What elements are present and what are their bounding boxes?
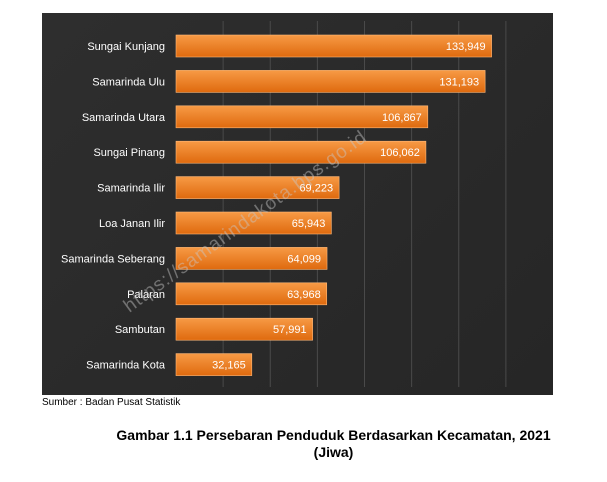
bar [175, 211, 332, 235]
data-label: 131,193 [439, 76, 479, 88]
bar [175, 353, 253, 376]
bar [175, 247, 328, 270]
bar [175, 176, 340, 199]
data-label: 65,943 [292, 218, 326, 230]
caption-unit: (Jiwa) [313, 444, 354, 460]
category-label: Samarinda Ulu [92, 76, 165, 88]
data-label: 64,099 [287, 253, 321, 265]
bar [175, 140, 427, 164]
chart-panel: Sungai Kunjang 133,949 Samarinda Ulu 131,19… [42, 13, 553, 395]
source-note: Sumber : Badan Pusat Statistik [42, 397, 181, 408]
caption-title: Gambar 1.1 Persebaran Penduduk Berdasark… [116, 427, 551, 443]
data-label: 106,062 [380, 147, 420, 159]
bar [175, 282, 328, 306]
category-label: Samarinda Utara [82, 112, 166, 124]
category-label: Sungai Pinang [93, 147, 165, 159]
category-label: Samarinda Kota [86, 360, 166, 372]
data-label: 69,223 [299, 183, 333, 195]
bar [175, 70, 486, 93]
category-label: Samarinda Ilir [97, 183, 165, 195]
bar-chart: Sungai Kunjang 133,949 Samarinda Ulu 131,19… [61, 21, 507, 387]
category-label: Samarinda Seberang [61, 253, 165, 265]
bar [175, 317, 313, 341]
category-label: Sambutan [115, 324, 165, 336]
figure-caption: Gambar 1.1 Persebaran Penduduk Berdasark… [30, 427, 607, 461]
data-label: 32,165 [212, 360, 246, 372]
bar [175, 34, 492, 58]
category-label: Palaran [127, 289, 165, 301]
bar [175, 105, 429, 129]
data-label: 63,968 [287, 289, 321, 301]
data-label: 57,991 [273, 324, 307, 336]
category-label: Sungai Kunjang [87, 41, 165, 53]
data-label: 106,867 [382, 112, 422, 124]
category-label: Loa Janan Ilir [99, 218, 165, 230]
data-label: 133,949 [446, 41, 486, 53]
